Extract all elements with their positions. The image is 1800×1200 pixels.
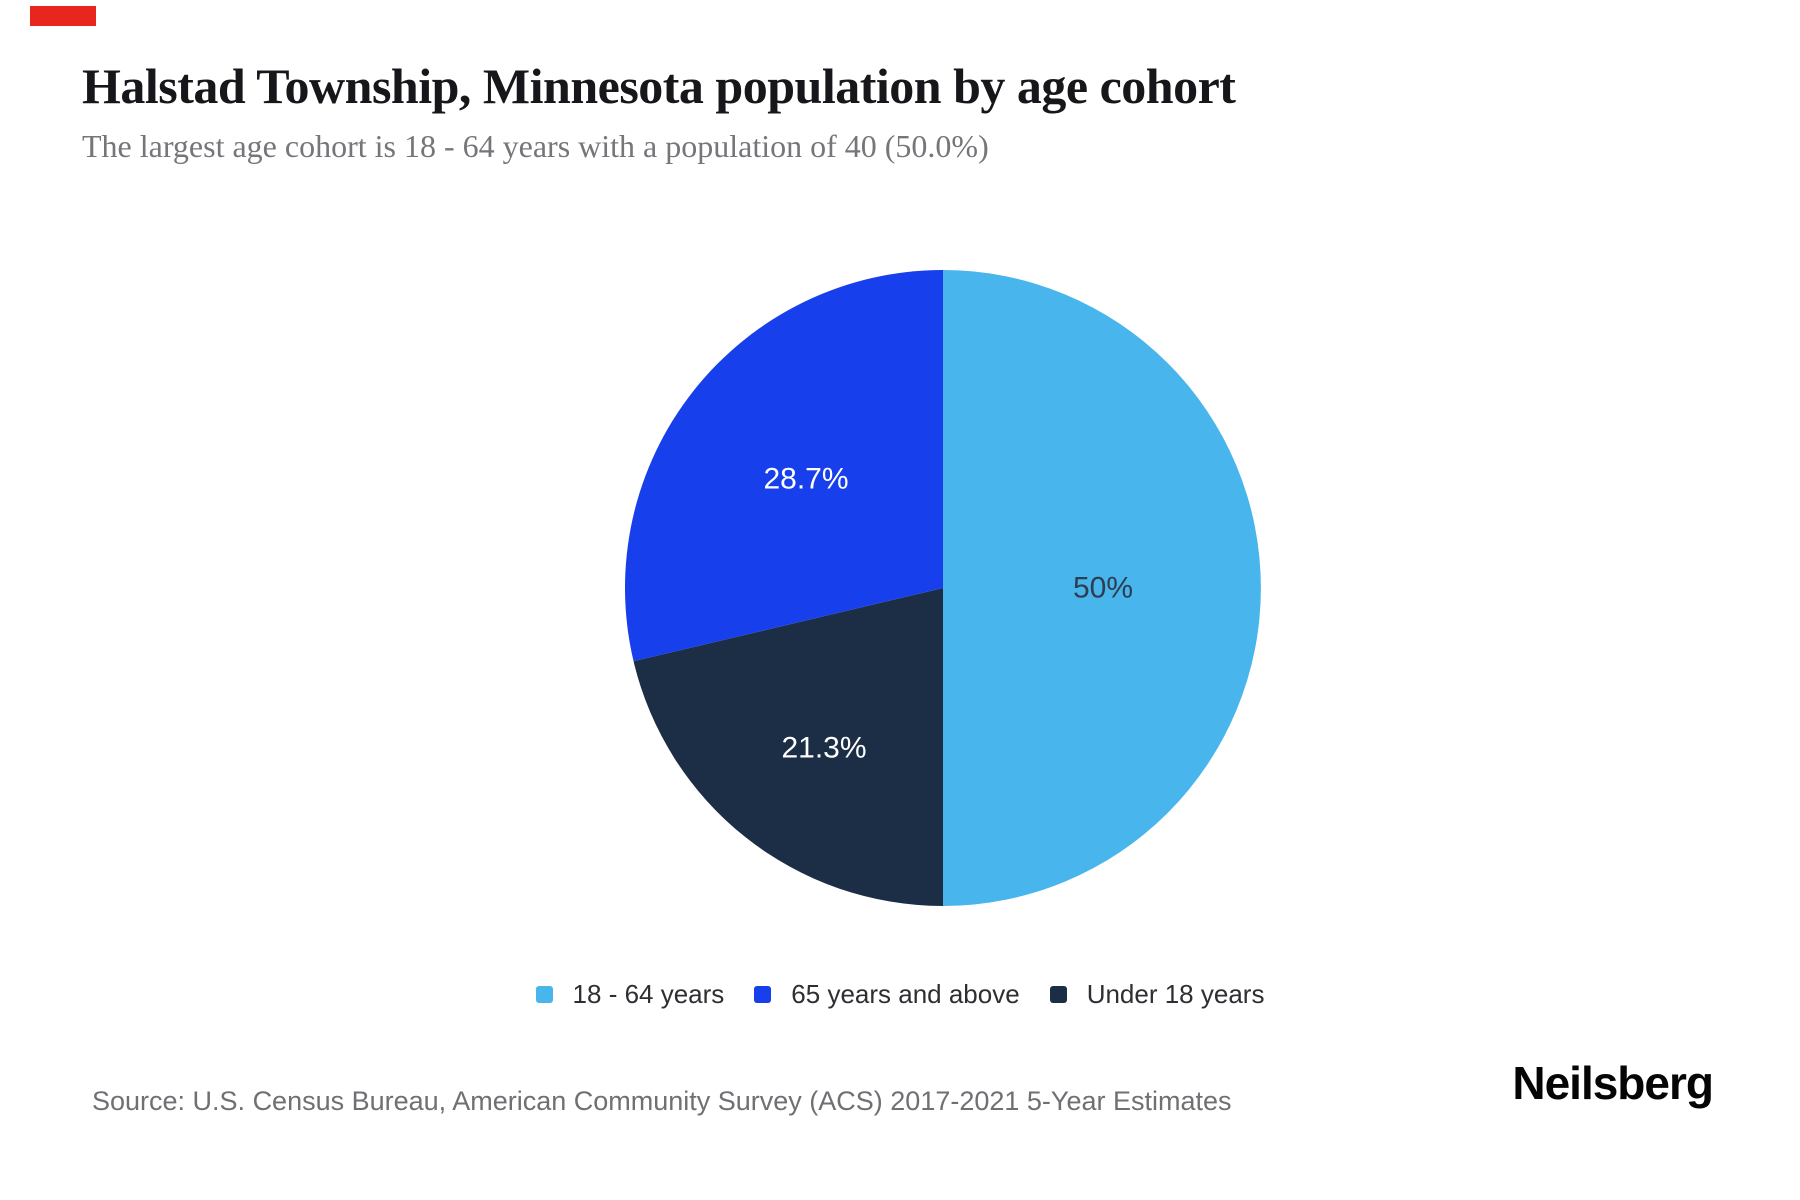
pie-slice-pct-label: 21.3% xyxy=(781,732,866,765)
chart-subtitle: The largest age cohort is 18 - 64 years … xyxy=(82,128,989,164)
chart-legend: 18 - 64 years 65 years and above Under 1… xyxy=(0,972,1800,1016)
pie-slice-pct-label: 28.7% xyxy=(763,463,848,496)
legend-swatch-icon xyxy=(535,985,553,1003)
corner-marker xyxy=(30,6,96,26)
pie-slice-18-64-years[interactable] xyxy=(943,270,1261,906)
legend-swatch-icon xyxy=(754,985,772,1003)
pie-slice-under-18-years[interactable] xyxy=(633,588,943,906)
source-attribution: Source: U.S. Census Bureau, American Com… xyxy=(92,1086,1232,1116)
legend-item-label: 18 - 64 years xyxy=(572,979,725,1009)
pie-slice-65-years-and-above[interactable] xyxy=(625,270,943,662)
chart-title: Halstad Township, Minnesota population b… xyxy=(82,58,1236,114)
pie-slice-pct-label: 50% xyxy=(1073,572,1133,605)
legend-item-under-18-years[interactable]: Under 18 years xyxy=(1049,979,1265,1009)
legend-item-18-64-years[interactable]: 18 - 64 years xyxy=(535,979,725,1009)
legend-item-65-years-and-above[interactable]: 65 years and above xyxy=(754,979,1020,1009)
legend-item-label: 65 years and above xyxy=(791,979,1020,1009)
legend-item-label: Under 18 years xyxy=(1086,979,1265,1009)
neilsberg-logo: Neilsberg xyxy=(1512,1057,1714,1109)
legend-swatch-icon xyxy=(1049,985,1067,1003)
